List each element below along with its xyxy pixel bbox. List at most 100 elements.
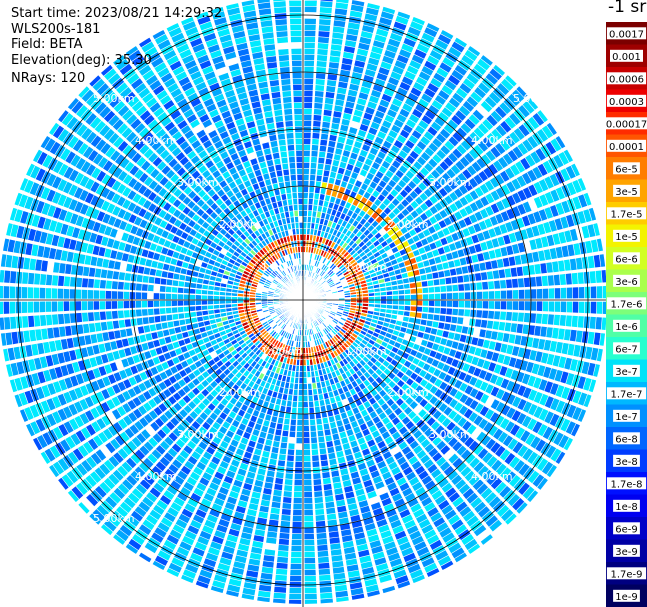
ppi-cell: [343, 285, 349, 289]
ppi-cell: [404, 334, 411, 340]
ppi-cell: [362, 327, 369, 332]
ppi-cell: [278, 454, 286, 461]
ppi-cell: [370, 272, 377, 278]
ppi-cell: [313, 120, 321, 127]
ppi-cell: [40, 315, 47, 326]
ppi-cell: [257, 437, 265, 445]
ppi-cell: [367, 208, 374, 216]
ppi-cell: [382, 535, 394, 545]
ppi-cell: [503, 234, 511, 245]
ppi-cell: [517, 398, 527, 411]
ppi-cell: [482, 291, 489, 299]
ppi-cell: [593, 222, 602, 236]
ppi-cell: [266, 408, 273, 416]
ppi-cell: [547, 275, 554, 286]
ppi-cell: [406, 214, 414, 222]
ppi-cell: [353, 483, 363, 491]
ppi-cell: [364, 13, 378, 22]
ppi-cell: [570, 228, 578, 241]
ppi-cell: [317, 538, 328, 545]
ppi-cell: [202, 525, 214, 535]
ppi-cell: [100, 321, 108, 331]
ppi-cell: [537, 365, 546, 377]
ppi-cell: [490, 442, 501, 454]
ppi-cell: [476, 291, 483, 299]
ppi-cell: [257, 517, 267, 525]
ppi-cell: [309, 235, 313, 241]
ppi-cell: [356, 543, 369, 552]
ppi-cell: [255, 404, 262, 412]
ppi-cell: [219, 557, 232, 566]
ppi-cell: [410, 306, 417, 312]
ppi-cell: [314, 333, 318, 340]
ppi-cell: [324, 489, 333, 497]
ppi-cell: [291, 551, 302, 558]
ppi-cell: [388, 461, 398, 470]
ppi-cell: [448, 437, 458, 448]
ppi-cell: [388, 514, 400, 523]
ppi-cell: [307, 377, 312, 384]
ppi-cell: [423, 459, 434, 469]
ppi-cell: [392, 525, 404, 535]
ppi-cell: [402, 103, 413, 113]
ppi-cell: [357, 494, 367, 502]
ppi-cell: [322, 282, 328, 287]
ppi-cell: [400, 189, 408, 198]
ppi-cell: [368, 268, 376, 274]
ppi-cell: [104, 248, 112, 258]
ppi-cell: [46, 274, 53, 286]
ppi-cell: [218, 519, 230, 528]
ppi-cell: [424, 443, 435, 453]
ppi-cell: [237, 468, 247, 476]
ppi-cell: [371, 372, 379, 380]
ppi-cell: [457, 417, 467, 428]
ppi-cell: [513, 128, 525, 140]
ppi-cell: [394, 269, 401, 275]
ppi-cell: [219, 291, 226, 296]
ppi-cell: [446, 168, 456, 179]
ppi-cell: [293, 395, 298, 402]
ppi-cell: [425, 480, 436, 490]
ppi-cell: [459, 257, 467, 266]
ppi-cell: [391, 124, 401, 134]
ppi-cell: [561, 200, 571, 214]
ppi-cell: [396, 477, 407, 486]
ppi-cell: [480, 100, 493, 113]
ppi-cell: [145, 259, 153, 267]
ppi-cell: [359, 251, 366, 258]
ppi-cell: [304, 48, 315, 55]
ppi-cell: [499, 485, 511, 498]
ppi-cell: [185, 563, 199, 574]
ppi-cell: [303, 413, 309, 420]
ppi-cell: [411, 263, 419, 270]
ppi-cell: [203, 558, 217, 568]
ppi-cell: [360, 86, 371, 95]
ppi-cell: [21, 287, 28, 299]
ppi-cell: [316, 261, 320, 267]
ppi-cell: [338, 330, 345, 336]
ppi-cell: [381, 252, 388, 259]
ppi-cell: [328, 270, 334, 276]
ppi-cell: [324, 320, 330, 325]
ppi-cell: [57, 288, 64, 299]
ppi-cell: [516, 371, 525, 383]
ppi-cell: [310, 419, 316, 426]
ppi-cell: [497, 83, 510, 96]
ppi-cell: [328, 324, 334, 330]
ppi-cell: [358, 273, 364, 279]
ppi-cell: [319, 317, 324, 322]
ppi-cell: [478, 369, 487, 380]
ppi-cell: [344, 144, 352, 152]
ppi-cell: [261, 425, 269, 433]
ppi-cell: [201, 295, 208, 300]
ppi-cell: [362, 356, 370, 363]
ppi-cell: [315, 181, 321, 188]
ppi-cell: [153, 300, 160, 307]
ppi-cell: [310, 229, 314, 235]
ppi-cell: [263, 488, 272, 495]
ppi-cell: [259, 431, 267, 439]
ppi-cell: [431, 169, 440, 179]
ppi-cell: [410, 210, 419, 219]
ppi-cell: [123, 310, 130, 318]
ppi-cell: [456, 144, 467, 155]
